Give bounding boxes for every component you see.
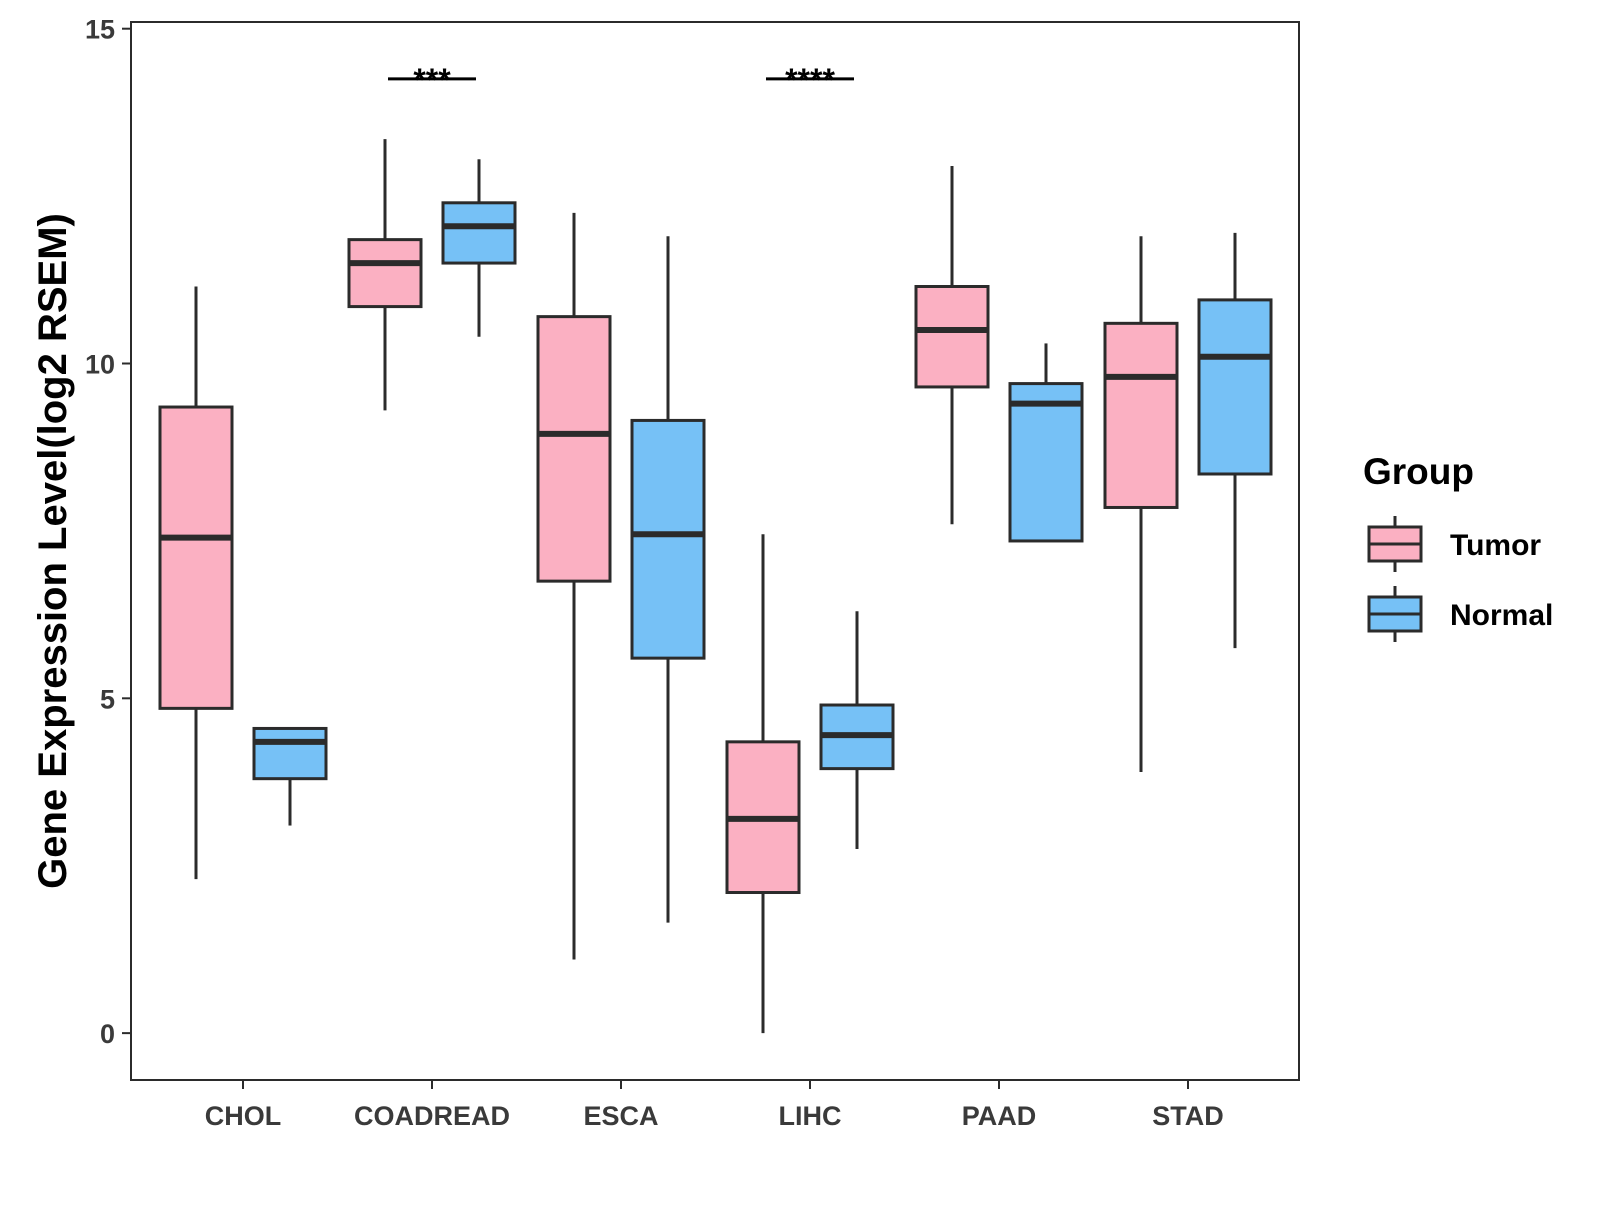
box-normal-chol <box>252 726 328 826</box>
box-body <box>914 285 990 389</box>
box-tumor-chol <box>158 286 234 880</box>
legend-label: Normal <box>1450 599 1553 632</box>
legend-entry-normal: Normal <box>1367 586 1553 642</box>
box-tumor-lihc <box>725 534 801 1034</box>
significance-coadread: *** <box>388 62 476 98</box>
box-normal-coadread <box>441 159 517 337</box>
series-normal <box>252 159 1273 923</box>
x-tick-label: PAAD <box>962 1101 1037 1131</box>
plot-panel <box>130 21 1300 1081</box>
box-body <box>1197 298 1273 476</box>
legend-title: Group <box>1363 451 1474 492</box>
box-normal-lihc <box>819 611 895 849</box>
significance-label: **** <box>785 62 835 98</box>
y-tick-label: 0 <box>100 1019 115 1049</box>
y-axis: 0 5 10 15 <box>85 15 131 1049</box>
box-normal-stad <box>1197 232 1273 649</box>
box-normal-esca <box>630 236 706 923</box>
legend-label: Tumor <box>1450 529 1541 562</box>
box-normal-paad <box>1008 343 1084 543</box>
x-tick-label: CHOL <box>205 1101 282 1131</box>
significance-label: *** <box>413 62 451 98</box>
box-body <box>1008 382 1084 543</box>
box-body <box>158 405 234 710</box>
x-tick-label: STAD <box>1152 1101 1224 1131</box>
box-tumor-coadread <box>347 139 423 411</box>
series-tumor <box>158 139 1179 1034</box>
box-body <box>252 726 328 781</box>
box-body <box>1103 321 1179 509</box>
box-tumor-paad <box>914 165 990 525</box>
boxplot-series <box>158 139 1273 1034</box>
x-tick-label: LIHC <box>779 1101 842 1131</box>
box-body <box>536 315 612 583</box>
legend-entry-tumor: Tumor <box>1367 516 1541 572</box>
x-tick-label: COADREAD <box>354 1101 510 1131</box>
box-body <box>441 201 517 265</box>
box-tumor-stad <box>1103 236 1179 772</box>
box-tumor-esca <box>536 212 612 960</box>
significance-lihc: **** <box>766 62 854 98</box>
y-tick-label: 10 <box>85 350 115 380</box>
box-body <box>347 238 423 309</box>
y-tick-label: 15 <box>85 15 115 45</box>
y-tick-label: 5 <box>100 684 115 714</box>
x-tick-label: ESCA <box>583 1101 658 1131</box>
box-body <box>630 418 706 660</box>
legend: Group Tumor Normal <box>1363 451 1553 642</box>
significance-annotations: *** **** <box>388 62 854 98</box>
y-axis-title: Gene Expression Level(log2 RSEM) <box>31 213 75 889</box>
x-axis: CHOL COADREAD ESCA LIHC PAAD STAD <box>205 1080 1224 1131</box>
